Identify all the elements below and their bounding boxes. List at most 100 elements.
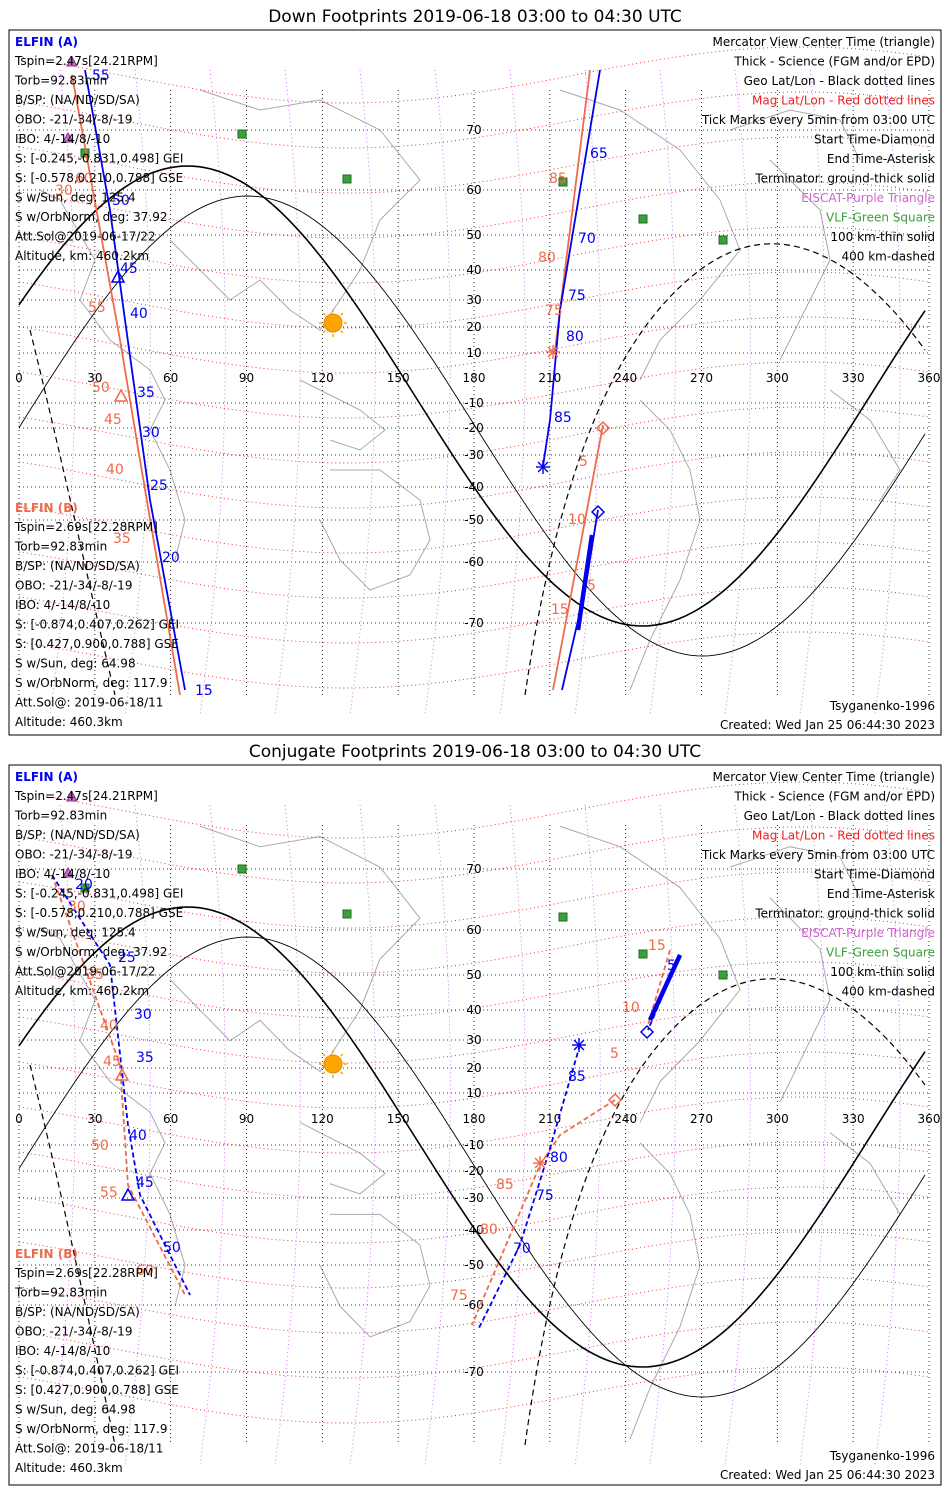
eiscat-triangle [62,866,74,878]
lon-tick-label: 120 [311,371,334,385]
lon-tick-label: 240 [614,371,637,385]
elfin-b-track [552,424,604,691]
legend-entry: Thick - Science (FGM and/or EPD) [733,790,935,804]
elfin-b-track [471,1099,616,1326]
map-panel-down: Down Footprints 2019-06-18 03:00 to 04:3… [8,7,942,736]
elfin-a-tick-label: 70 [513,1241,531,1257]
elfin-b-tick-label: 35 [113,531,131,547]
vlf-station-square [638,949,648,959]
elfin-a-tick-label: 45 [120,261,138,277]
vlf-station-square [558,912,568,922]
terminator-100km [18,195,926,657]
center-time-triangle [120,1187,136,1201]
lon-tick-label: 60 [163,371,178,385]
lon-tick-label: 180 [463,1112,486,1126]
elfin-a-info-line: Altitude, km: 460.2km [15,984,149,998]
elfin-a-info-line: Torb=92.83min [14,809,107,823]
elfin-b-tick-label: 10 [568,512,586,528]
elfin-b-info-line: Tspin=2.69s[22.28RPM] [14,520,158,534]
legend-entry: Thick - Science (FGM and/or EPD) [733,55,935,69]
elfin-a-track [477,1044,581,1331]
panel-title: Down Footprints 2019-06-18 03:00 to 04:3… [268,7,682,27]
elfin-a-info-line: S: [-0.245,-0.831,0.498] GEI [15,887,183,901]
lat-tick-label: -30 [464,1191,484,1205]
legend-entry: Mercator View Center Time (triangle) [713,35,935,49]
sun-icon [323,1054,343,1074]
sun-ray [322,1053,326,1057]
terminator-400km-west [29,1064,116,1446]
elfin-a-science-segment [647,954,683,1021]
elfin-b-info: ELFIN (B) Tspin=2.69s[22.28RPM] Torb=92.83… [14,1247,179,1475]
sun-ray [322,330,326,334]
legend: Mercator View Center Time (triangle) Thic… [701,35,935,264]
lon-tick-label: 0 [15,371,23,385]
elfin-a-tick-label: 70 [578,231,596,247]
elfin-b-name: ELFIN (B) [15,1247,78,1261]
elfin-b-info-line: S w/OrbNorm, deg: 117.9 [15,1422,167,1436]
elfin-b-name: ELFIN (B) [15,501,78,515]
elfin-b-tick-label: 85 [549,171,567,187]
legend-entry: 100 km-thin solid [830,965,935,979]
elfin-a-info-line: OBO: -21/-34/-8/-19 [15,113,132,127]
lon-tick-label: 90 [239,1112,254,1126]
vlf-station-square [638,214,648,224]
vlf-station-square [80,883,90,893]
elfin-a-science-segment [575,534,595,631]
elfin-b-tick-label: 30 [68,899,86,915]
elfin-a-info-line: S: [-0.578,0.210,0.788] GSE [15,171,183,185]
vlf-station-square [237,864,247,874]
lat-tick-label: 30 [466,293,481,307]
terminator-ground [18,165,926,627]
end-time-asterisk [546,345,560,359]
geo-grid [18,90,930,695]
lon-tick-label: 210 [538,1112,561,1126]
terminator-400km-east [524,978,926,1446]
elfin-a-tick-label: 30 [142,425,160,441]
elfin-a-tick-label: 20 [75,877,93,893]
legend-entry: End Time-Asterisk [827,887,935,901]
legend-entry: EISCAT-Purple Triangle [801,926,935,940]
elfin-b-info-line: OBO: -21/-34/-8/-19 [15,1325,132,1339]
elfin-a-track [51,874,191,1296]
created-timestamp: Created: Wed Jan 25 06:44:30 2023 [720,718,935,732]
created-timestamp: Created: Wed Jan 25 06:44:30 2023 [720,1468,935,1482]
center-time-triangle [114,1067,130,1081]
lat-tick-label: 10 [466,1086,481,1100]
panel-frame [8,764,942,1486]
eiscat-triangle [66,790,78,802]
lon-tick-label: 270 [690,1112,713,1126]
lat-tick-label: 40 [466,1003,481,1017]
lon-tick-label: 330 [842,1112,865,1126]
terminator-ground [18,906,926,1368]
elfin-b-tick-label: 5 [610,1046,619,1062]
lat-tick-label: 60 [466,923,481,937]
legend-entry: Tick Marks every 5min from 03:00 UTC [701,113,935,127]
lon-tick-label: 240 [614,1112,637,1126]
elfin-a-info: ELFIN (A) Tspin=2.47s[24.21RPM] Torb=92.83… [14,770,183,998]
elfin-b-info-line: Tspin=2.69s[22.28RPM] [14,1266,158,1280]
elfin-a-track [84,69,186,691]
vlf-station-square [718,970,728,980]
vlf-station-square [718,235,728,245]
model-name: Tsyganenko-1996 [829,1449,935,1463]
lat-tick-label: 40 [466,263,481,277]
legend-entry: Mercator View Center Time (triangle) [713,770,935,784]
elfin-b-info-line: Torb=92.83min [14,1286,107,1300]
elfin-b-info-line: B/SP: (NA/ND/SD/SA) [15,559,140,573]
vlf-station-square [558,177,568,187]
lat-tick-label: -70 [464,1365,484,1379]
legend-entry: Start Time-Diamond [814,868,935,882]
lon-tick-label: 360 [918,371,941,385]
elfin-b-info-line: Att.Sol@: 2019-06-18/11 [15,696,163,710]
center-time-triangle [113,388,129,402]
lat-tick-label: -70 [464,616,484,630]
lat-tick-label: -30 [464,448,484,462]
elfin-b-track [51,874,186,1296]
elfin-b-tick-label: 15 [551,602,569,618]
elfin-a-tick-label: 75 [568,288,586,304]
legend-entry: Mag Lat/Lon - Red dotted lines [752,829,935,843]
lat-tick-label: -10 [464,1138,484,1152]
elfin-a-tick-label: 85 [568,1069,586,1085]
elfin-b-tick-label: 60 [75,171,93,187]
eiscat-triangle [62,131,74,143]
